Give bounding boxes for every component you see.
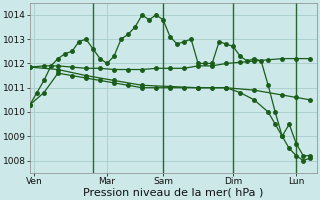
X-axis label: Pression niveau de la mer( hPa ): Pression niveau de la mer( hPa ) [84, 187, 264, 197]
